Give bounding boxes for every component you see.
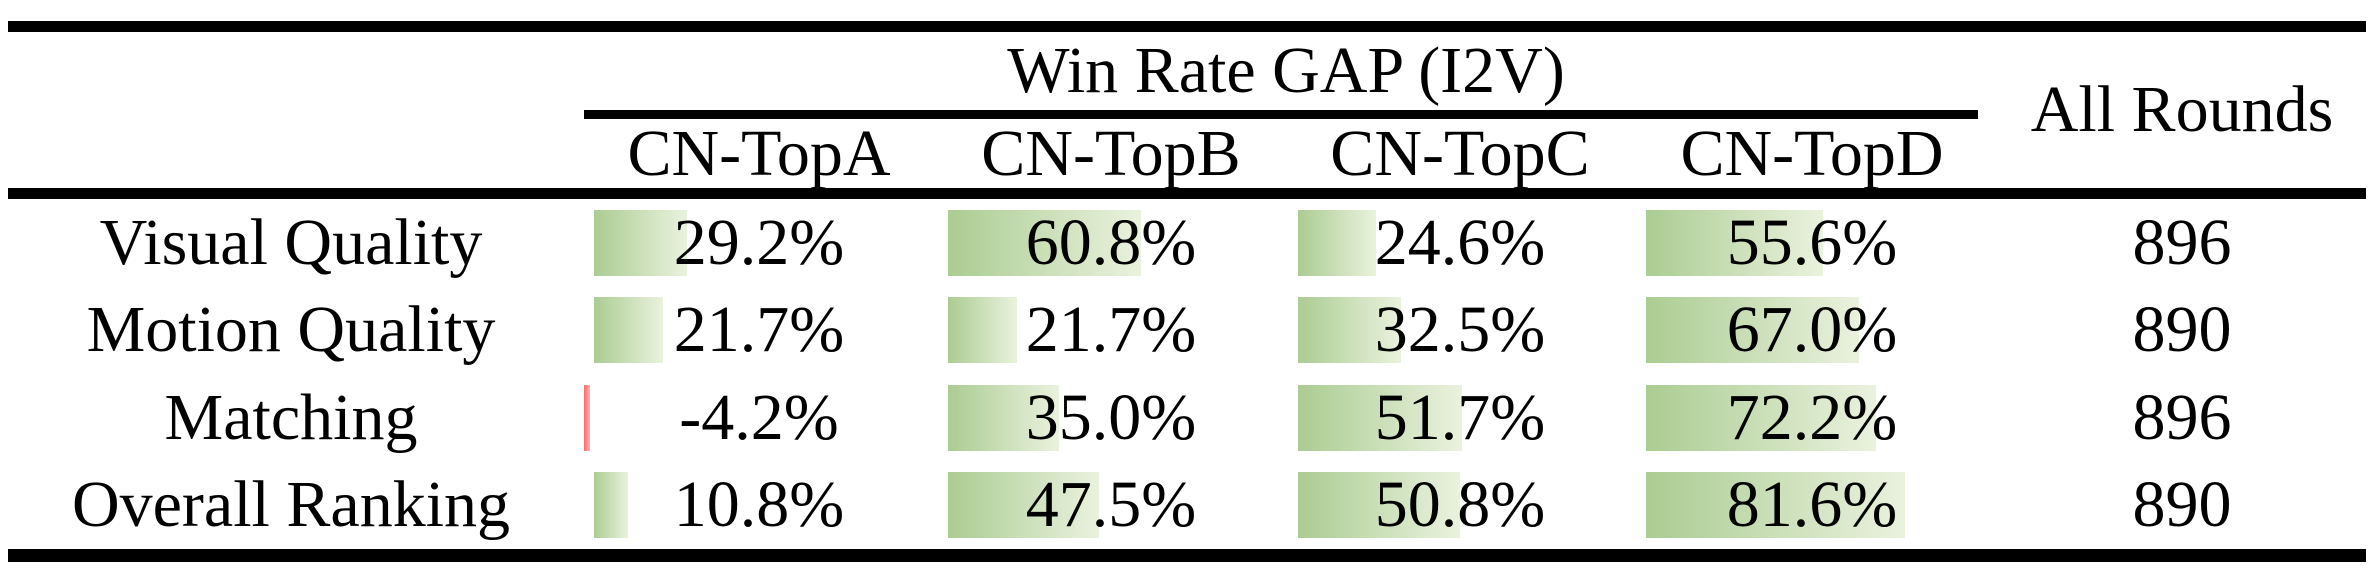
data-bar [948,472,1099,539]
data-bar [594,209,687,276]
data-bar [1298,209,1376,276]
data-bar [1298,472,1460,539]
cell-value: 51.7% [1374,380,1546,454]
cell-value: 29.2% [673,205,845,279]
group-underline-rule [584,110,1978,119]
data-bar [1646,472,1905,539]
header-spacer [0,32,582,188]
all-rounds-value: 896 [2132,205,2232,279]
table-cell: 81.6% [1634,462,1990,550]
table-cell: -4.2% [582,374,936,462]
column-header-cn-topa: CN-TopA [627,116,891,190]
cell-value: 21.7% [673,293,845,367]
table-cell: 72.2% [1634,374,1990,462]
table-cell: 32.5% [1286,287,1634,375]
data-bar [948,384,1059,451]
cell-value: 50.8% [1374,468,1546,542]
data-bar [594,297,663,364]
column-header-cn-topb: CN-TopB [981,116,1241,190]
data-bar [1298,297,1401,364]
table-header: Win Rate GAP (I2V) CN-TopA CN-TopB CN-To… [0,32,2374,188]
cell-value: 67.0% [1726,293,1898,367]
cell-value: 72.2% [1726,380,1898,454]
cell-value: 81.6% [1726,468,1898,542]
table-cell: 21.7% [582,287,936,375]
cell-value: 35.0% [1025,380,1197,454]
table-cell: 47.5% [936,462,1286,550]
table-body: Visual Quality 29.2% 60.8% 24.6% 55.6% 8… [0,199,2374,549]
column-header-cn-topd: CN-TopD [1680,116,1944,190]
data-bar [594,472,628,539]
cell-value: 24.6% [1374,205,1546,279]
win-rate-gap-group: Win Rate GAP (I2V) CN-TopA CN-TopB CN-To… [582,32,1990,188]
data-bar [1298,384,1462,451]
cell-value: -4.2% [679,380,839,454]
column-header-cn-topc: CN-TopC [1330,116,1590,190]
cell-value: 47.5% [1025,468,1197,542]
table-cell: 24.6% [1286,199,1634,287]
cell-value: 32.5% [1374,293,1546,367]
cell-value: 60.8% [1025,205,1197,279]
table-cell: 60.8% [936,199,1286,287]
data-bar [948,209,1141,276]
table-cell: 51.7% [1286,374,1634,462]
table-row: Matching -4.2% 35.0% 51.7% 72.2% 896 [0,374,2374,462]
table-top-rule [8,21,2366,32]
all-rounds-value: 890 [2132,293,2232,367]
row-label: Overall Ranking [71,468,511,542]
group-title: Win Rate GAP (I2V) [1007,34,1565,107]
data-bar [1646,297,1859,364]
row-label: Motion Quality [86,293,496,367]
table-cell: 10.8% [582,462,936,550]
cell-value: 10.8% [673,468,845,542]
data-bar [1646,384,1876,451]
data-bar [1646,209,1823,276]
table-cell: 50.8% [1286,462,1634,550]
table-cell: 55.6% [1634,199,1990,287]
table-bottom-rule [8,549,2366,562]
column-headers: CN-TopA CN-TopB CN-TopC CN-TopD [582,119,1990,188]
table-row: Visual Quality 29.2% 60.8% 24.6% 55.6% 8… [0,199,2374,287]
data-bar [948,297,1017,364]
row-label: Matching [164,380,418,454]
table-cell: 67.0% [1634,287,1990,375]
table-cell: 21.7% [936,287,1286,375]
table-row: Motion Quality 21.7% 21.7% 32.5% 67.0% 8… [0,287,2374,375]
table-cell: 29.2% [582,199,936,287]
row-label: Visual Quality [99,205,483,279]
data-bar [584,384,590,451]
table-cell: 35.0% [936,374,1286,462]
cell-value: 55.6% [1726,205,1898,279]
header-bottom-rule [8,188,2366,199]
column-header-all-rounds: All Rounds [2030,73,2334,146]
all-rounds-value: 896 [2132,380,2232,454]
cell-value: 21.7% [1025,293,1197,367]
all-rounds-value: 890 [2132,468,2232,542]
table-row: Overall Ranking 10.8% 47.5% 50.8% 81.6% … [0,462,2374,550]
